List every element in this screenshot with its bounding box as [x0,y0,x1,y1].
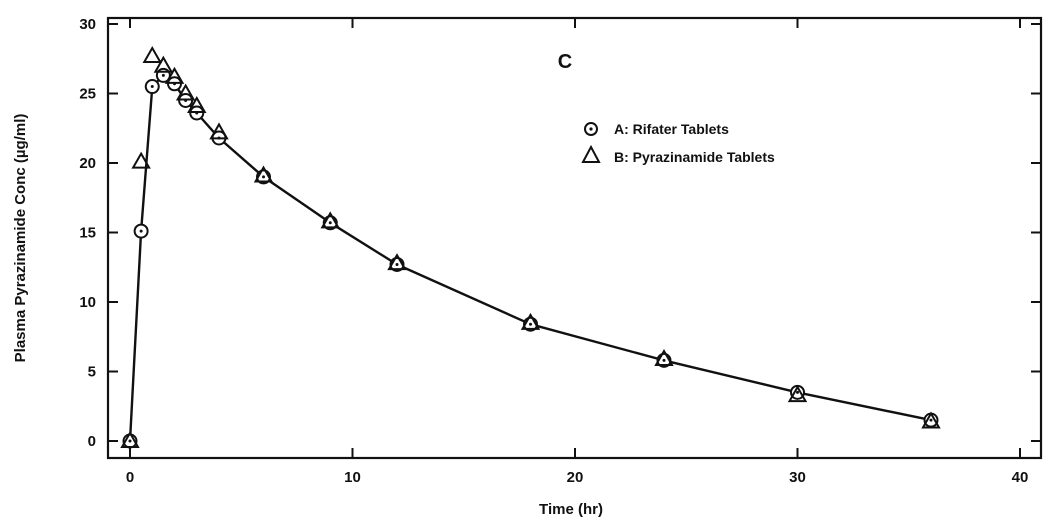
panel-label: C [558,51,572,73]
fit-curve [128,74,932,442]
triangle-point [142,45,162,63]
series-line [128,74,932,442]
y-tick-label: 10 [79,294,96,311]
y-tick-label: 20 [79,155,96,172]
x-tick-label: 20 [567,469,584,486]
legend-label-b: B: Pyrazinamide Tablets [614,149,775,165]
legend: A: Rifater Tablets B: Pyrazinamide Table… [581,121,775,165]
triangle-point [253,165,274,183]
triangle-point [520,312,541,330]
triangle-point [164,66,185,84]
triangle-point [131,151,151,169]
triangle-point [654,348,674,366]
triangle-point [209,122,229,140]
triangle-point [320,211,340,229]
y-tick-label: 0 [88,433,96,450]
y-tick-label: 15 [79,225,96,242]
triangle-point [921,411,941,429]
triangle-point [387,253,407,271]
x-tick-label: 40 [1012,469,1029,486]
axis-ticks: 0 10 20 30 40 0 5 10 15 20 25 30 [79,16,1041,486]
triangle-point [787,385,808,403]
triangle-point [120,430,140,448]
x-axis-title: Time (hr) [539,501,603,518]
circle-point-center [150,85,154,89]
x-tick-label: 30 [789,469,806,486]
legend-label-a: A: Rifater Tablets [614,121,729,137]
circle-point-center [929,418,933,422]
circle-point-center [529,322,532,326]
plot-frame [106,16,1043,460]
circle-point-center [662,358,666,362]
triangle-point [175,83,196,101]
y-axis-title: Plasma Pyrazinamide Conc (µg/ml) [12,114,29,363]
circle-point-center [328,221,332,225]
y-tick-label: 30 [79,16,96,33]
circle-point-center [139,229,143,233]
triangle-point [153,55,174,73]
x-tick-label: 10 [344,469,361,486]
circle-point-center [128,439,132,443]
circle-point-center [395,262,399,266]
triangle-point [187,95,207,114]
legend-circle-dot [589,127,593,131]
y-tick-label: 25 [79,86,96,103]
legend-circle-marker [584,122,598,136]
legend-triangle-marker [581,144,601,163]
circle-point-center [161,73,165,77]
x-tick-label: 0 [126,469,134,486]
data-points [120,45,941,449]
circle-point-center [796,390,799,394]
circle-point-center [262,175,265,179]
y-tick-label: 5 [88,364,96,381]
